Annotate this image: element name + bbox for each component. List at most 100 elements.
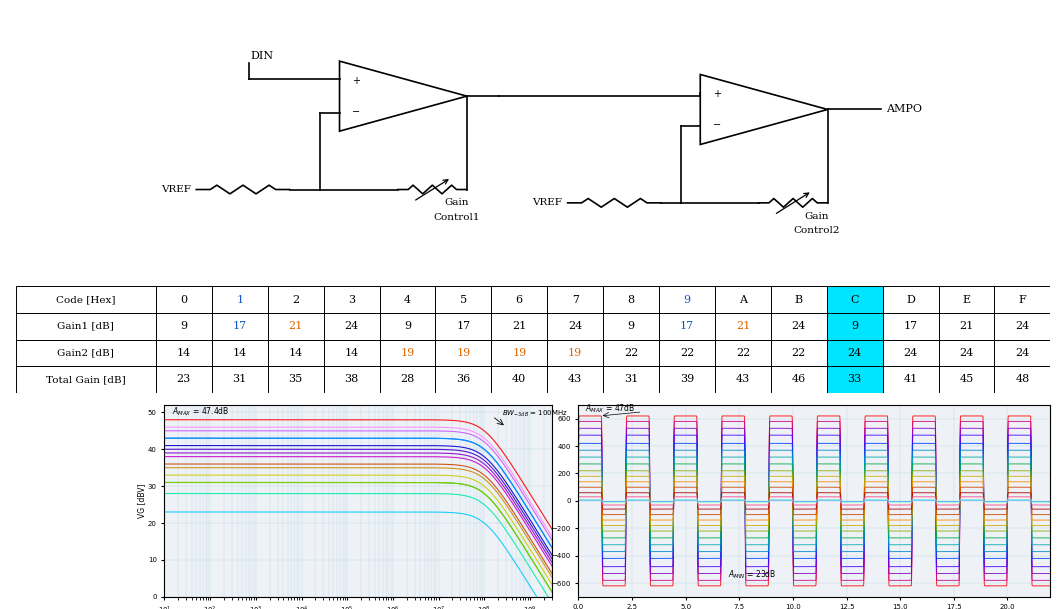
Text: 24: 24	[345, 321, 359, 331]
Bar	[156, 340, 212, 366]
Bar	[659, 366, 715, 393]
Bar	[994, 313, 1050, 340]
Text: 9: 9	[683, 295, 691, 304]
Bar	[659, 286, 715, 313]
Bar	[324, 366, 380, 393]
Text: 9: 9	[404, 321, 411, 331]
Bar	[715, 340, 771, 366]
Bar	[212, 366, 267, 393]
Bar	[156, 313, 212, 340]
Bar	[267, 286, 324, 313]
Text: 9: 9	[180, 321, 188, 331]
Text: 0: 0	[180, 295, 188, 304]
Bar	[16, 286, 156, 313]
Text: 39: 39	[680, 375, 694, 384]
Text: 22: 22	[792, 348, 806, 358]
Bar	[994, 286, 1050, 313]
Text: 22: 22	[735, 348, 750, 358]
Text: 9: 9	[851, 321, 858, 331]
Text: 19: 19	[512, 348, 526, 358]
Bar	[267, 366, 324, 393]
Bar	[603, 286, 659, 313]
Bar	[380, 366, 435, 393]
Text: 24: 24	[848, 348, 862, 358]
Text: 1: 1	[237, 295, 243, 304]
Text: 24: 24	[1015, 321, 1029, 331]
Text: 46: 46	[792, 375, 806, 384]
Bar	[212, 340, 267, 366]
Bar	[939, 313, 994, 340]
Bar	[715, 313, 771, 340]
Text: Control2: Control2	[794, 226, 840, 235]
Bar	[883, 286, 939, 313]
Text: Total Gain [dB]: Total Gain [dB]	[46, 375, 126, 384]
Text: DIN: DIN	[250, 51, 274, 61]
Text: D: D	[906, 295, 915, 304]
Bar	[547, 340, 603, 366]
Text: 24: 24	[904, 348, 918, 358]
Text: Gain: Gain	[804, 211, 830, 220]
Bar	[491, 286, 547, 313]
Bar	[324, 286, 380, 313]
Text: 9: 9	[627, 321, 634, 331]
Text: 41: 41	[904, 375, 918, 384]
Text: 23: 23	[177, 375, 191, 384]
Text: 31: 31	[232, 375, 247, 384]
Bar	[435, 286, 491, 313]
Text: 17: 17	[456, 321, 470, 331]
Text: VREF: VREF	[161, 185, 191, 194]
Bar	[771, 313, 827, 340]
Text: 21: 21	[959, 321, 974, 331]
Bar	[603, 340, 659, 366]
Text: 14: 14	[232, 348, 247, 358]
Bar	[603, 313, 659, 340]
Text: +: +	[352, 76, 361, 86]
Text: 2: 2	[292, 295, 299, 304]
Bar	[491, 366, 547, 393]
Text: 43: 43	[568, 375, 582, 384]
Bar	[603, 366, 659, 393]
Bar	[771, 340, 827, 366]
Text: 45: 45	[959, 375, 974, 384]
Text: 31: 31	[624, 375, 639, 384]
Text: Gain: Gain	[443, 198, 469, 207]
Text: $A_{MAX}$ = 47.4dB: $A_{MAX}$ = 47.4dB	[173, 405, 230, 418]
Text: 36: 36	[456, 375, 470, 384]
Text: 35: 35	[289, 375, 302, 384]
Bar	[435, 340, 491, 366]
Text: Gain1 [dB]: Gain1 [dB]	[57, 322, 115, 331]
Bar	[827, 286, 883, 313]
Text: 17: 17	[904, 321, 918, 331]
Bar	[491, 313, 547, 340]
Text: B: B	[795, 295, 803, 304]
Text: $A_{MIN}$ = 23dB: $A_{MIN}$ = 23dB	[729, 569, 777, 581]
Text: −: −	[352, 107, 361, 116]
Bar	[380, 286, 435, 313]
Text: 17: 17	[232, 321, 247, 331]
Bar	[827, 366, 883, 393]
Text: C: C	[851, 295, 859, 304]
Bar	[547, 313, 603, 340]
Text: 40: 40	[512, 375, 526, 384]
Text: $BW_{-3dB}$ = 100MHz: $BW_{-3dB}$ = 100MHz	[503, 409, 569, 419]
Bar	[380, 340, 435, 366]
Text: 33: 33	[848, 375, 862, 384]
Text: 14: 14	[289, 348, 302, 358]
Text: Code [Hex]: Code [Hex]	[56, 295, 116, 304]
Bar	[212, 313, 267, 340]
Bar	[324, 313, 380, 340]
Text: 22: 22	[680, 348, 694, 358]
Bar	[715, 286, 771, 313]
Bar	[939, 286, 994, 313]
Bar	[547, 286, 603, 313]
Bar	[547, 366, 603, 393]
Bar	[380, 313, 435, 340]
Text: E: E	[962, 295, 971, 304]
Text: 14: 14	[177, 348, 191, 358]
Bar	[156, 366, 212, 393]
Bar	[939, 340, 994, 366]
Bar	[659, 313, 715, 340]
Bar	[212, 286, 267, 313]
Text: 7: 7	[572, 295, 578, 304]
Text: Control1: Control1	[433, 213, 480, 222]
